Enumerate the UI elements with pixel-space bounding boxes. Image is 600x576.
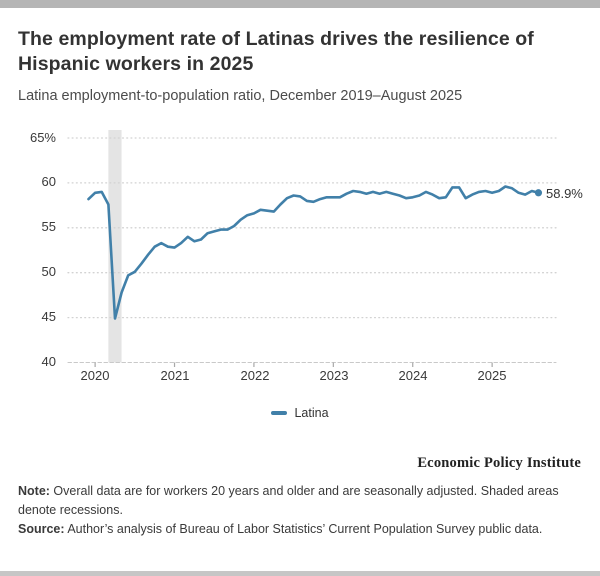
note-text: Note: Overall data are for workers 20 ye… (18, 482, 578, 521)
y-axis-label: 40 (41, 354, 56, 369)
x-axis-label: 2023 (319, 368, 349, 383)
top-border-bar (0, 0, 600, 8)
note-body: Overall data are for workers 20 years an… (18, 484, 559, 518)
end-value-label: 58.9% (546, 186, 583, 201)
legend-series-label: Latina (294, 406, 329, 420)
source-body: Author’s analysis of Bureau of Labor Sta… (64, 522, 543, 536)
y-axis-label: 50 (41, 264, 56, 279)
chart-subtitle: Latina employment-to-population ratio, D… (18, 88, 463, 104)
y-axis-label: 60 (41, 174, 56, 189)
y-axis-label: 65% (29, 130, 56, 145)
x-axis-label: 2021 (160, 368, 190, 383)
chart-title: The employment rate of Latinas drives th… (18, 28, 534, 75)
bottom-border-bar (0, 571, 600, 576)
y-axis-label: 45 (41, 309, 56, 324)
x-axis-label: 2024 (398, 368, 428, 383)
end-point-dot (534, 189, 543, 197)
legend: Latina (0, 406, 600, 420)
publisher-logotype: Economic Policy Institute (417, 455, 581, 471)
series-line-latina (87, 185, 540, 320)
x-axis-label: 2022 (240, 368, 270, 383)
legend-line-swatch (271, 411, 288, 415)
x-axis-label: 2020 (80, 368, 110, 383)
x-axis-label: 2025 (477, 368, 507, 383)
y-axis-label: 55 (41, 219, 56, 234)
source-label: Source: (18, 522, 65, 536)
source-text: Source: Author’s analysis of Bureau of L… (18, 520, 578, 539)
note-label: Note: (18, 484, 50, 498)
